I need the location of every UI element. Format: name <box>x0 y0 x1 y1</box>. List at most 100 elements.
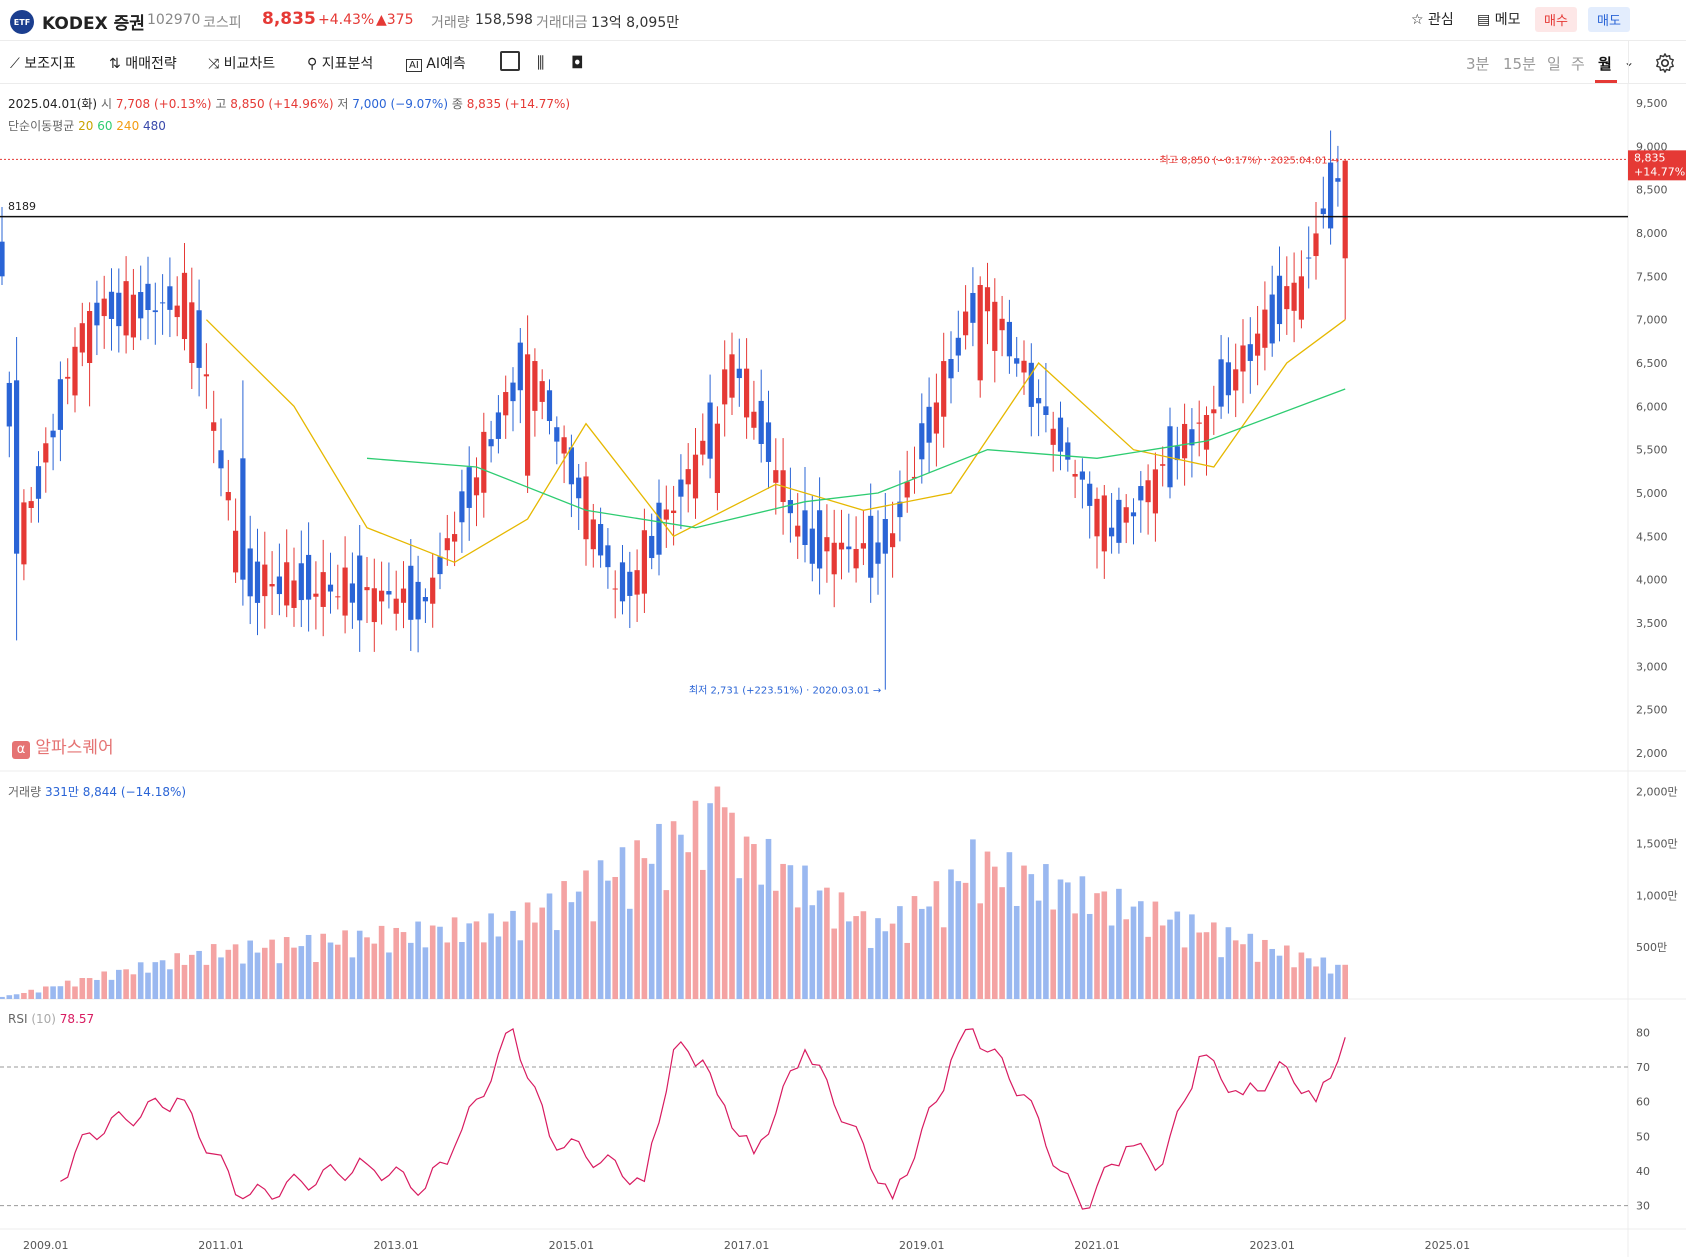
volume-bar <box>94 979 100 999</box>
gear-icon[interactable] <box>1654 52 1676 74</box>
candle-body <box>1057 417 1064 452</box>
candle-body <box>247 548 253 597</box>
watch-button[interactable]: ☆ 관심 <box>1411 12 1454 28</box>
camera-icon[interactable]: ◘ <box>571 53 584 72</box>
candle-body <box>400 588 407 603</box>
timeframe-3min[interactable]: 3분 <box>1466 55 1490 73</box>
candle-body <box>327 584 334 592</box>
candle-body <box>503 392 509 416</box>
time-tick-label: 2025.01 <box>1425 1239 1471 1252</box>
buy-button[interactable]: 매수 <box>1535 7 1577 32</box>
volume-bar <box>473 921 480 999</box>
candle-body <box>824 537 830 552</box>
compare-button[interactable]: ⤨ 비교차트 <box>208 56 276 72</box>
volume-bar <box>152 962 159 999</box>
candle-body <box>211 422 217 431</box>
price-tag-pct: +14.77% <box>1634 165 1685 178</box>
candle-body <box>984 287 991 312</box>
change-pct: +4.43% <box>318 12 375 28</box>
amount-label: 거래대금 <box>536 15 588 31</box>
volume-bar <box>838 892 845 999</box>
timeframe-week[interactable]: 주 <box>1571 55 1585 73</box>
volume-bar <box>1013 905 1020 999</box>
candle-body <box>1211 409 1217 414</box>
volume-bar <box>619 847 626 999</box>
price-chart[interactable]: 9,500 9,000 8,500 8,000 7,500 7,000 6,500 6,000… <box>0 83 1686 1257</box>
volume-bar <box>1240 944 1246 999</box>
volume-bar <box>568 902 575 999</box>
volume-bar <box>196 950 202 999</box>
volume-bar <box>0 996 5 999</box>
analysis-icon: ⚲ <box>307 56 318 72</box>
candle-body <box>130 294 136 338</box>
volume-bar <box>787 865 794 999</box>
candle-body <box>700 440 706 455</box>
volume-bar <box>35 992 42 999</box>
ai-chip-icon: AI <box>406 59 422 72</box>
candle-body <box>663 509 669 520</box>
volume-bar <box>145 972 151 999</box>
price-tick-label: 9,500 <box>1636 97 1668 110</box>
volume-bar <box>1232 940 1239 999</box>
volume-bar <box>1291 967 1297 999</box>
rsi-tick-label: 60 <box>1636 1096 1650 1109</box>
candle-body <box>1087 483 1093 506</box>
candle-body <box>678 479 684 497</box>
price-tag <box>1628 150 1686 181</box>
candle-body <box>1036 398 1042 404</box>
volume-bar <box>1072 913 1078 999</box>
volume-bar <box>137 962 144 999</box>
candle-body <box>160 302 166 304</box>
candle-body <box>174 305 180 318</box>
volume-bar <box>583 870 589 999</box>
memo-button[interactable]: ▤ 메모 <box>1477 12 1521 28</box>
volume-bar <box>305 934 312 999</box>
candle-body <box>510 382 516 402</box>
candle-body <box>1313 233 1319 257</box>
candle-body <box>189 302 195 363</box>
ohlc-low: 7,000 (−9.07%) <box>352 97 449 111</box>
candle-body <box>1203 415 1210 450</box>
volume-info: 거래량 331만 8,844 (−14.18%) <box>8 785 187 799</box>
volume-bar <box>1159 925 1166 999</box>
candle-body <box>50 430 56 438</box>
volume-bar <box>575 891 582 999</box>
volume-bar <box>254 952 261 999</box>
candle-body <box>868 515 874 578</box>
volume-bar <box>977 903 983 999</box>
change-abs: ▲375 <box>376 12 414 28</box>
volume-bar <box>459 942 465 999</box>
candle-body <box>320 572 326 607</box>
price-tick-label: 9,000 <box>1636 140 1668 153</box>
volume-bar <box>1254 961 1261 999</box>
candle-body <box>306 554 312 600</box>
square-icon[interactable] <box>500 51 520 71</box>
candle-body <box>554 427 560 442</box>
volume-bar <box>225 949 232 999</box>
candle-body <box>21 502 27 565</box>
sell-button[interactable]: 매도 <box>1588 7 1630 32</box>
chevron-down-icon[interactable]: ⌄ <box>1624 55 1635 69</box>
timeframe-month[interactable]: 월 <box>1598 55 1612 73</box>
candle-body <box>860 543 866 549</box>
candle-body <box>685 469 691 485</box>
volume-bar <box>50 986 56 999</box>
analysis-button[interactable]: ⚲ 지표분석 <box>307 56 374 72</box>
volume-bar <box>853 916 859 999</box>
candle-body <box>1225 362 1231 396</box>
volume-bar <box>1276 955 1283 999</box>
timeframe-15min[interactable]: 15분 <box>1503 55 1536 73</box>
volume-bar <box>875 918 881 999</box>
ai-forecast-button[interactable]: AI AI예측 <box>406 53 466 73</box>
volume-bar <box>1021 865 1027 999</box>
indicator-button[interactable]: ⟋ 보조지표 <box>10 56 76 72</box>
active-timeframe-underline <box>1595 80 1617 83</box>
strategy-button[interactable]: ⇅ 매매전략 <box>109 56 177 72</box>
candle-body <box>225 492 231 501</box>
volume-bar <box>1262 939 1268 999</box>
timeframe-day[interactable]: 일 <box>1547 55 1561 73</box>
candle-body <box>1152 469 1158 514</box>
candlestick-icon[interactable]: ⫼ <box>537 53 545 72</box>
candle-body <box>941 361 947 417</box>
candle-body <box>0 241 5 277</box>
